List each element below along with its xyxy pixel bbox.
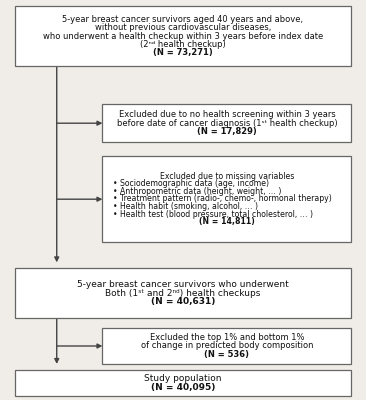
Text: Study population: Study population xyxy=(144,374,222,383)
Text: without previous cardiovascular diseases,: without previous cardiovascular diseases… xyxy=(95,24,271,32)
Text: (N = 40,095): (N = 40,095) xyxy=(151,383,215,392)
Text: Excluded due to no health screening within 3 years: Excluded due to no health screening with… xyxy=(119,110,335,119)
Text: (N = 17,829): (N = 17,829) xyxy=(197,126,257,136)
Text: Excluded the top 1% and bottom 1%: Excluded the top 1% and bottom 1% xyxy=(150,333,304,342)
Bar xyxy=(102,328,351,364)
Text: 5-year breast cancer survivors who underwent: 5-year breast cancer survivors who under… xyxy=(77,280,289,289)
Bar xyxy=(102,104,351,142)
Text: (N = 14,811): (N = 14,811) xyxy=(199,217,255,226)
Text: of change in predicted body composition: of change in predicted body composition xyxy=(141,342,313,350)
Bar xyxy=(15,6,351,66)
Text: (N = 40,631): (N = 40,631) xyxy=(151,297,215,306)
Text: Excluded due to missing variables: Excluded due to missing variables xyxy=(160,172,294,181)
Text: • Health habit (smoking, alcohol, … ): • Health habit (smoking, alcohol, … ) xyxy=(113,202,258,211)
Bar xyxy=(15,370,351,396)
Bar xyxy=(15,268,351,318)
Text: • Treatment pattern (radio-, chemo-, hormonal therapy): • Treatment pattern (radio-, chemo-, hor… xyxy=(113,194,332,204)
Text: (N = 536): (N = 536) xyxy=(205,350,249,358)
Bar xyxy=(102,156,351,242)
Text: • Sociodemographic data (age, income): • Sociodemographic data (age, income) xyxy=(113,179,269,188)
Text: who underwent a health checkup within 3 years before index date: who underwent a health checkup within 3 … xyxy=(43,32,323,40)
Text: before date of cancer diagnosis (1ˢᵗ health checkup): before date of cancer diagnosis (1ˢᵗ hea… xyxy=(117,118,337,128)
Text: • Anthropometric data (height, weight, … ): • Anthropometric data (height, weight, …… xyxy=(113,187,282,196)
Text: 5-year breast cancer survivors aged 40 years and above,: 5-year breast cancer survivors aged 40 y… xyxy=(63,15,303,24)
Text: Both (1ˢᵗ and 2ⁿᵈ) health checkups: Both (1ˢᵗ and 2ⁿᵈ) health checkups xyxy=(105,288,261,298)
Text: (2ⁿᵈ health checkup): (2ⁿᵈ health checkup) xyxy=(140,40,226,49)
Text: (N = 73,271): (N = 73,271) xyxy=(153,48,213,57)
Text: • Health test (blood pressure, total cholesterol, … ): • Health test (blood pressure, total cho… xyxy=(113,210,313,219)
